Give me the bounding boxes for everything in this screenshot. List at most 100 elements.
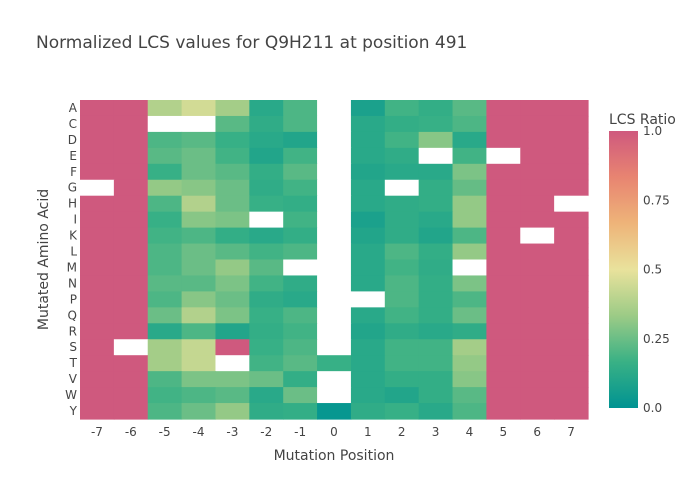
- heatmap-cell: [486, 131, 521, 149]
- heatmap-cell: [113, 147, 149, 165]
- heatmap-cell: [113, 195, 149, 213]
- heatmap-cell: [418, 259, 454, 277]
- x-tick-label: 4: [466, 425, 474, 439]
- heatmap-cell: [147, 339, 183, 356]
- heatmap-cell: [317, 291, 352, 308]
- heatmap-cell: [520, 131, 555, 149]
- heatmap-cell: [384, 211, 420, 229]
- heatmap-cell: [486, 259, 521, 277]
- heatmap-cell: [283, 387, 318, 404]
- heatmap-cell: [181, 243, 217, 261]
- heatmap-cell: [384, 195, 420, 213]
- heatmap-cell: [80, 323, 115, 340]
- heatmap-cell: [181, 339, 217, 356]
- heatmap-cell: [452, 179, 487, 197]
- heatmap-cell: [384, 371, 420, 388]
- heatmap-cell: [350, 307, 386, 324]
- heatmap-cell: [283, 259, 318, 277]
- y-tick-label: F: [70, 165, 77, 179]
- heatmap-cell: [384, 243, 420, 261]
- y-tick-label: R: [69, 324, 77, 338]
- heatmap-cell: [520, 211, 555, 229]
- heatmap-cell: [554, 179, 589, 197]
- heatmap-cell: [249, 115, 284, 133]
- heatmap-cell: [283, 100, 318, 117]
- heatmap-cell: [147, 291, 183, 308]
- heatmap-cell: [147, 211, 183, 229]
- heatmap-cell: [520, 179, 555, 197]
- heatmap-cell: [554, 195, 589, 213]
- heatmap-cell: [452, 355, 487, 372]
- x-tick-label: 3: [432, 425, 440, 439]
- heatmap-cell: [283, 131, 318, 149]
- heatmap-cell: [283, 163, 318, 181]
- heatmap-cell: [113, 291, 149, 308]
- heatmap-cell: [181, 211, 217, 229]
- heatmap-cell: [350, 131, 386, 149]
- heatmap-cell: [249, 259, 284, 277]
- heatmap-cell: [80, 179, 115, 197]
- heatmap-cell: [452, 371, 487, 388]
- heatmap-cell: [215, 387, 250, 404]
- y-tick-label: S: [69, 340, 77, 354]
- heatmap-cell: [350, 259, 386, 277]
- heatmap-cell: [113, 115, 149, 133]
- heatmap-cell: [147, 243, 183, 261]
- y-tick-label: A: [69, 101, 78, 115]
- heatmap-cell: [452, 147, 487, 165]
- heatmap-cell: [350, 371, 386, 388]
- heatmap-cell: [181, 403, 217, 420]
- heatmap-cell: [520, 100, 555, 117]
- heatmap-cell: [520, 323, 555, 340]
- heatmap-cell: [384, 115, 420, 133]
- heatmap-cell: [486, 275, 521, 292]
- heatmap-cell: [181, 147, 217, 165]
- heatmap-cell: [181, 115, 217, 133]
- heatmap-cell: [113, 243, 149, 261]
- heatmap-cell: [384, 147, 420, 165]
- y-tick-label: M: [67, 260, 77, 274]
- y-tick-label: C: [69, 117, 77, 131]
- heatmap-cell: [283, 307, 318, 324]
- heatmap-cell: [520, 115, 555, 133]
- heatmap-cell: [520, 259, 555, 277]
- heatmap-cell: [520, 355, 555, 372]
- heatmap-cell: [113, 355, 149, 372]
- heatmap-cell: [452, 403, 487, 420]
- heatmap-cell: [418, 339, 454, 356]
- heatmap-cell: [113, 179, 149, 197]
- heatmap-cell: [80, 100, 115, 117]
- heatmap-cell: [181, 275, 217, 292]
- heatmap-cell: [80, 147, 115, 165]
- heatmap-cell: [147, 131, 183, 149]
- heatmap-cell: [113, 131, 149, 149]
- heatmap-cell: [418, 371, 454, 388]
- y-tick-label: L: [70, 245, 77, 259]
- heatmap-cell: [317, 403, 352, 420]
- heatmap-cell: [147, 355, 183, 372]
- heatmap-cell: [486, 115, 521, 133]
- heatmap-cell: [215, 179, 250, 197]
- heatmap-cell: [317, 179, 352, 197]
- heatmap-cell: [147, 147, 183, 165]
- heatmap-cell: [181, 323, 217, 340]
- heatmap-cell: [317, 147, 352, 165]
- heatmap-cell: [384, 323, 420, 340]
- x-tick-label: 6: [533, 425, 541, 439]
- heatmap-cell: [384, 291, 420, 308]
- heatmap-cell: [350, 211, 386, 229]
- heatmap-cell: [215, 163, 250, 181]
- heatmap-cell: [317, 115, 352, 133]
- heatmap-cell: [80, 339, 115, 356]
- heatmap-cell: [350, 163, 386, 181]
- heatmap-cell: [350, 323, 386, 340]
- heatmap-cell: [80, 211, 115, 229]
- heatmap-cell: [80, 291, 115, 308]
- heatmap-cell: [317, 100, 352, 117]
- heatmap-cell: [317, 243, 352, 261]
- y-tick-label: D: [68, 133, 77, 147]
- heatmap-cell: [554, 371, 589, 388]
- heatmap-cell: [520, 195, 555, 213]
- heatmap-cell: [452, 259, 487, 277]
